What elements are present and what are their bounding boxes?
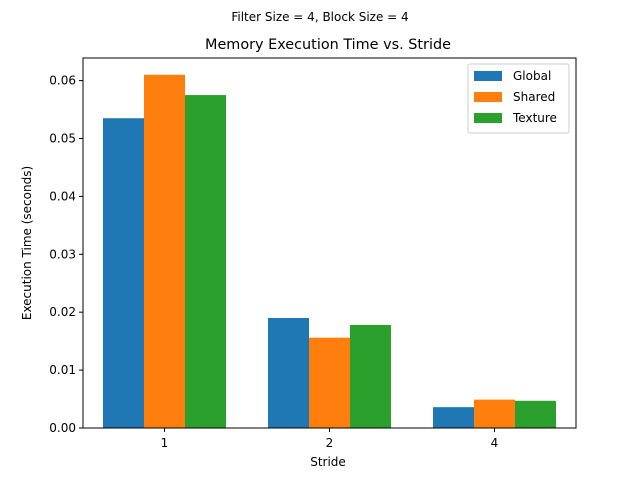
y-axis: 0.00 0.01 0.02 0.03 0.04 0.05 0.06	[49, 74, 83, 435]
legend-label-shared: Shared	[513, 90, 555, 104]
y-axis-label: Execution Time (seconds)	[20, 166, 34, 320]
legend-swatch-global	[474, 71, 502, 81]
y-tick-label: 0.01	[49, 363, 76, 377]
bar-texture-4	[515, 400, 556, 428]
y-tick-label: 0.02	[49, 305, 76, 319]
bar-global-2	[268, 317, 309, 428]
bar-shared-2	[309, 337, 350, 428]
legend-label-texture: Texture	[512, 111, 557, 125]
bar-shared-1	[144, 74, 185, 428]
legend-swatch-shared	[474, 92, 502, 102]
chart-title: Memory Execution Time vs. Stride	[205, 37, 451, 53]
x-tick-label: 1	[161, 436, 169, 450]
y-tick-label: 0.03	[49, 247, 76, 261]
bar-global-4	[433, 407, 474, 428]
bars-group	[103, 74, 556, 429]
legend: Global Shared Texture	[467, 63, 570, 134]
y-tick-label: 0.06	[49, 74, 76, 88]
legend-label-global: Global	[513, 69, 551, 83]
x-axis: 1 2 4	[161, 428, 499, 450]
chart-suptitle: Filter Size = 4, Block Size = 4	[231, 10, 408, 24]
x-axis-label: Stride	[310, 455, 346, 469]
x-tick-label: 4	[491, 436, 499, 450]
bar-global-1	[103, 118, 144, 429]
bar-texture-1	[185, 95, 226, 429]
x-tick-label: 2	[326, 436, 334, 450]
bar-shared-4	[474, 399, 515, 428]
y-tick-label: 0.04	[49, 189, 76, 203]
y-tick-label: 0.00	[49, 421, 76, 435]
bar-texture-2	[350, 324, 391, 428]
y-tick-label: 0.05	[49, 131, 76, 145]
legend-swatch-texture	[474, 113, 502, 123]
